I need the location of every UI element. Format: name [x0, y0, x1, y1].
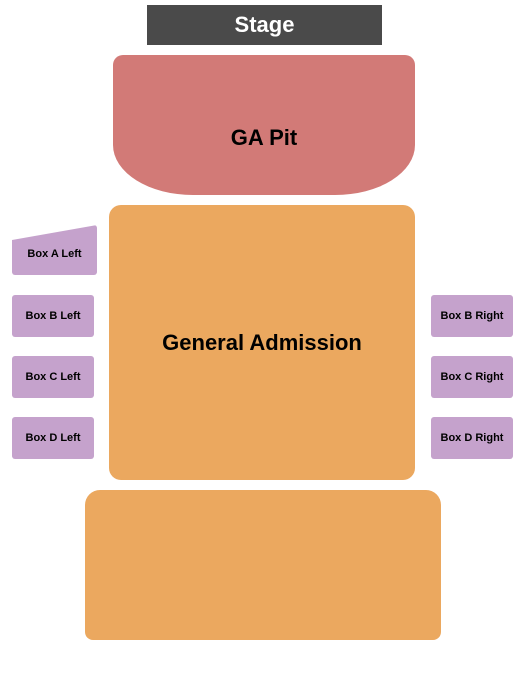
box-label: Box C Left [26, 371, 81, 383]
box-label: Box C Right [441, 371, 504, 383]
box-a-left-section[interactable]: Box A Left [12, 225, 97, 275]
box-d-right-section[interactable]: Box D Right [431, 417, 513, 459]
box-label: Box A Left [27, 248, 81, 260]
box-label: Box D Left [26, 432, 81, 444]
box-c-right-section[interactable]: Box C Right [431, 356, 513, 398]
box-label: Box D Right [441, 432, 504, 444]
ga-pit-section[interactable]: GA Pit [113, 55, 415, 195]
ga-label: General Admission [162, 330, 362, 356]
box-label: Box B Right [441, 310, 504, 322]
box-c-left-section[interactable]: Box C Left [12, 356, 94, 398]
stage-section[interactable]: Stage [147, 5, 382, 45]
general-admission-section[interactable]: General Admission [109, 205, 415, 480]
seating-chart: Stage GA Pit General Admission Box A Lef… [0, 0, 525, 700]
box-label: Box B Left [26, 310, 81, 322]
lower-section[interactable] [85, 490, 441, 640]
box-d-left-section[interactable]: Box D Left [12, 417, 94, 459]
stage-label: Stage [235, 12, 295, 38]
box-b-left-section[interactable]: Box B Left [12, 295, 94, 337]
box-b-right-section[interactable]: Box B Right [431, 295, 513, 337]
pit-label: GA Pit [231, 125, 297, 151]
